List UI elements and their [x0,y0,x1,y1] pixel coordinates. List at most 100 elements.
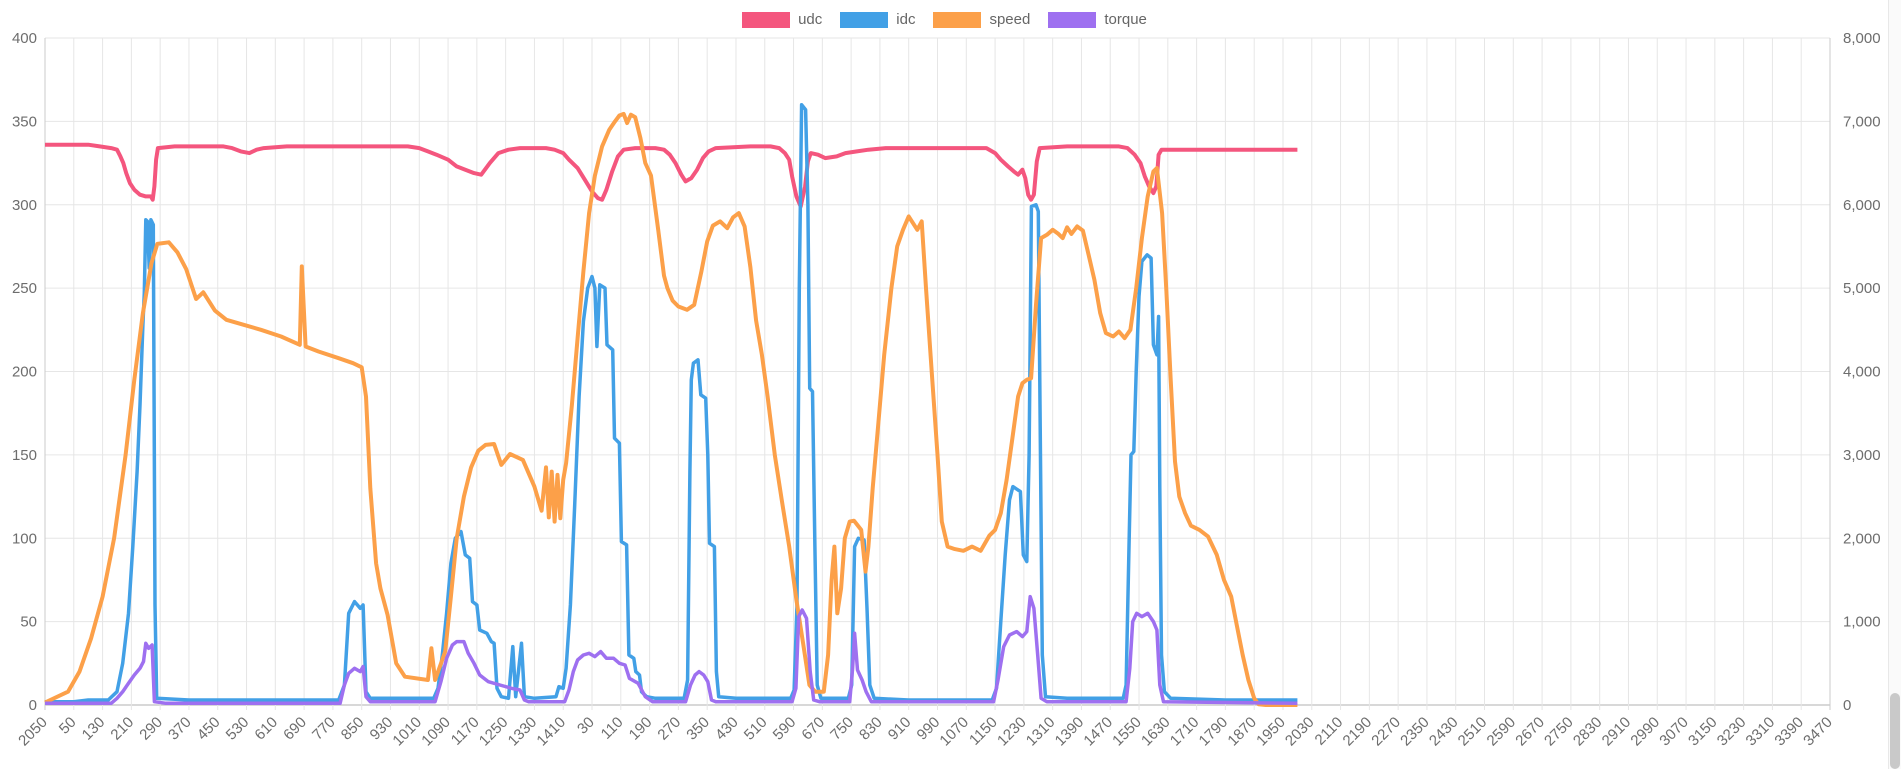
x-axis-tick: 1390 [1052,714,1088,750]
x-axis-tick: 2110 [1312,714,1347,749]
x-axis-tick: 2830 [1570,714,1606,750]
legend: udc idc speed torque [0,10,1889,30]
x-axis-tick: 1950 [1253,714,1289,750]
x-axis-tick: 590 [770,714,800,744]
x-axis-tick: 210 [107,714,137,744]
x-axis-tick: 190 [626,714,656,744]
x-axis-tick: 910 [885,714,915,744]
idc-swatch-icon [840,12,889,28]
left-axis-tick: 200 [12,364,37,381]
legend-label-idc: idc [896,11,916,28]
left-axis-tick: 100 [12,530,37,547]
x-axis-tick: 1150 [966,714,1001,749]
x-axis-tick: 50 [56,714,80,738]
left-axis-tick: 350 [12,113,37,130]
x-axis-tick: 1070 [936,714,972,750]
x-axis-tick: 350 [683,714,713,744]
x-axis-tick: 2270 [1368,714,1404,750]
x-axis-tick: 110 [598,714,627,743]
x-axis-tick: 3470 [1800,714,1836,750]
series-line-speed [44,111,1298,707]
right-axis-tick: 4,000 [1843,364,1881,381]
x-axis-tick: 850 [338,714,368,744]
right-axis-tick: 3,000 [1843,447,1881,464]
left-axis-tick: 0 [29,697,37,714]
series-line-torque [45,594,1298,706]
right-axis-tick: 1,000 [1843,614,1881,631]
x-axis-tick: 2990 [1627,714,1663,750]
x-axis-tick: 290 [136,714,166,744]
torque-swatch-icon [1048,12,1097,28]
x-axis-tick: 2910 [1599,714,1635,750]
right-axis-tick: 7,000 [1843,113,1881,130]
x-axis-tick: 610 [251,714,281,744]
legend-item-idc[interactable]: idc [836,10,919,30]
x-axis-tick: 370 [165,714,195,744]
x-axis-tick: 430 [712,714,742,744]
x-axis-tick: 530 [223,714,253,744]
x-axis-tick: 3150 [1685,714,1721,750]
legend-item-torque[interactable]: torque [1044,10,1151,30]
x-axis-tick: 3310 [1743,714,1779,750]
vertical-scrollbar[interactable] [1888,0,1901,769]
x-axis-tick: 1230 [994,714,1030,750]
left-axis-tick: 150 [12,447,37,464]
x-axis-tick: 2350 [1397,714,1433,750]
right-axis-tick: 5,000 [1843,280,1881,297]
x-axis-tick: 2190 [1340,714,1376,750]
x-axis-tick: 3230 [1714,714,1750,750]
right-axis-tick: 8,000 [1843,30,1881,47]
x-axis-tick: 1550 [1109,714,1145,750]
x-axis-tick: 830 [856,714,886,744]
x-axis-tick: 1090 [418,714,454,750]
x-axis-tick: 510 [741,714,771,744]
speed-swatch-icon [933,12,982,28]
x-axis-tick: 450 [194,714,224,744]
x-axis-tick: 2750 [1541,714,1577,750]
x-axis-tick: 2590 [1484,714,1520,750]
x-axis-tick: 1010 [389,714,425,750]
right-axis-tick: 6,000 [1843,197,1881,214]
legend-label-speed: speed [989,11,1031,28]
legend-label-torque: torque [1104,11,1147,28]
x-axis-tick: 2510 [1455,714,1491,750]
x-axis-tick: 2670 [1512,714,1548,750]
x-axis-tick: 1470 [1080,714,1116,750]
left-axis-tick: 400 [12,30,37,47]
right-axis-tick: 0 [1843,697,1851,714]
x-axis-tick: 1790 [1196,714,1232,750]
x-axis-tick: 2050 [15,714,51,750]
x-axis-tick: 1310 [1023,714,1059,750]
x-axis-tick: 1250 [476,714,512,750]
legend-item-udc[interactable]: udc [738,10,826,30]
x-axis-tick: 3390 [1771,714,1807,750]
x-axis-tick: 750 [827,714,857,744]
x-axis-tick: 1170 [448,714,483,749]
x-axis-tick: 1410 [533,714,569,750]
x-axis-tick: 2430 [1426,714,1462,750]
right-axis-tick: 2,000 [1843,530,1881,547]
series-line-udc [45,142,1298,209]
x-axis-tick: 1630 [1138,714,1174,750]
legend-label-udc: udc [798,11,823,28]
x-axis-tick: 1710 [1167,714,1203,750]
x-axis-tick: 670 [798,714,828,744]
udc-swatch-icon [742,12,791,28]
left-axis-tick: 50 [20,614,37,631]
left-axis-tick: 250 [12,280,37,297]
x-axis-tick: 1330 [505,714,541,750]
x-axis-tick: 270 [654,714,684,744]
x-axis-tick: 30 [574,714,598,738]
x-axis-tick: 770 [309,714,339,744]
x-axis-tick: 1870 [1224,714,1260,750]
series-line-idc [45,102,1298,704]
x-axis-tick: 2030 [1282,714,1318,750]
scrollbar-thumb[interactable] [1890,693,1900,769]
x-axis-tick: 690 [280,714,310,744]
x-axis-tick: 3070 [1656,714,1692,750]
legend-item-speed[interactable]: speed [929,10,1034,30]
left-axis-tick: 300 [12,197,37,214]
x-axis-tick: 130 [79,714,109,744]
